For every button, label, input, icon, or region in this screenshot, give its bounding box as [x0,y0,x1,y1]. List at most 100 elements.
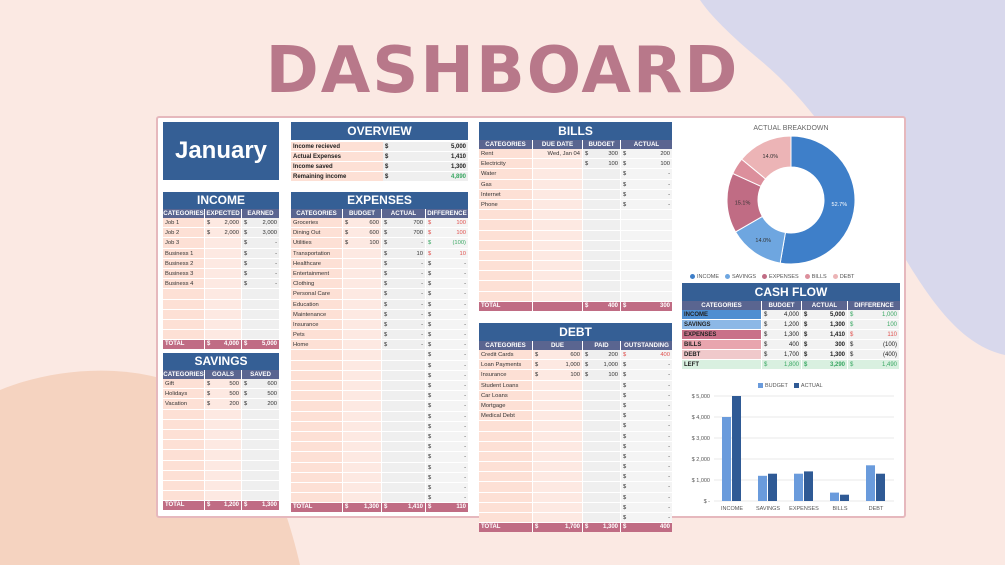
cell-value: - [421,332,423,339]
currency-symbol: $ [345,240,349,247]
table-row-empty: $ - [479,513,672,524]
cell-value: 1,000 [603,362,618,369]
column-header: CATEGORIES [479,140,533,149]
legend-swatch [804,274,810,280]
legend-label: BUDGET [765,383,788,389]
difference-cell: $ - [426,279,468,290]
y-tick-label: $ 4,000 [692,415,710,421]
table-row-empty: $ - [291,411,468,422]
overview-table: OVERVIEW Income recieved $5,000 Actual Exp… [291,122,468,182]
cell [242,450,279,461]
cell [242,470,279,481]
actual-cell: $3,290 [802,360,848,370]
category-cell: Business 4 [163,279,205,290]
cell-value: - [464,301,466,308]
cell [163,309,205,320]
table-row-empty [479,291,672,302]
legend-swatch [725,274,730,280]
cell [479,431,533,442]
actual-cell: $1,300 [802,320,848,330]
paid-cell [583,400,621,412]
category-cell: Job 1 [163,218,205,229]
cell [621,271,672,282]
currency-symbol: $ [428,332,432,339]
cell-value: 400 [659,524,670,531]
expenses-table: EXPENSES CATEGORIES BUDGET ACTUAL DIFFERENC… [291,192,468,513]
cell [382,401,426,412]
cell [533,291,583,302]
x-tick-label: BILLS [833,506,848,512]
budget-cell [343,248,382,259]
cell [343,482,382,494]
table-row-empty: $ - [479,441,672,452]
cell-value: - [668,372,670,379]
total-label: TOTAL [479,301,533,311]
savings-title: SAVINGS [163,353,279,370]
currency-symbol: $ [384,301,388,308]
cell [291,493,343,504]
category-cell: Business 2 [163,258,205,269]
category-cell: Business 1 [163,248,205,259]
cell [242,330,279,341]
difference-cell: $ - [426,452,468,463]
cell [343,401,382,412]
currency-symbol: $ [428,444,432,451]
actual-cell: $100 [621,159,672,170]
total-label: TOTAL [163,340,205,350]
cell-value: 3,000 [262,230,277,237]
bills-title: BILLS [479,122,672,140]
outstanding-cell: $ - [621,462,672,473]
cell [621,240,672,251]
cell [205,470,242,481]
outstanding-cell: $400 [621,350,672,361]
cell-value: - [464,291,466,298]
cashflow-row: EXPENSES $1,300 $1,410 $110 [682,330,900,340]
dashboard-sheet: January INCOME CATEGORIES EXPECTED EARNED … [156,116,906,533]
cell-value: - [275,240,277,247]
cell-value: 400 [788,342,799,348]
currency-symbol: $ [850,322,854,328]
category-cell: BILLS [682,340,762,350]
budget-cell [343,299,382,310]
difference-cell: $ - [426,350,468,361]
column-header: DUE DATE [533,140,583,149]
currency-symbol: $ [385,174,389,180]
paid-cell: $200 [583,350,621,361]
budget-actual-bar-chart: BUDGET ACTUAL $ - $ 1,000 $ 2,000 $ 3,000 $ 4… [682,380,900,516]
category-cell: Dining Out [291,228,343,239]
difference-cell: $ - [426,381,468,392]
cell [163,491,205,502]
pie-slice-income [779,135,856,265]
currency-symbol: $ [244,230,248,237]
table-row: Phone $ - [479,199,672,211]
cell-value: - [464,474,466,481]
cell [583,502,621,513]
expenses-rows: Groceries $600 $700 $100 Dining Out $600 $700 $… [291,218,468,504]
table-row-empty: $ - [291,482,468,494]
cell-value: - [668,191,670,198]
cell [533,261,583,272]
cashflow-column-headers: CATEGORIES BUDGET ACTUAL DIFFERENCE [682,301,900,310]
cell [291,360,343,371]
income-title: INCOME [163,192,279,209]
currency-symbol: $ [623,372,627,379]
actual-cell: $10 [382,248,426,259]
category-cell: LEFT [682,360,762,370]
currency-symbol: $ [623,494,627,501]
budget-cell [583,179,621,190]
legend-item: ACTUAL [793,383,823,389]
cell-value: 1,300 [829,322,845,328]
table-row: Utilities $100 $ - $ (100) [291,238,468,249]
difference-cell: $100 [426,218,468,229]
cell-value: - [464,281,466,288]
currency-symbol: $ [850,352,854,358]
difference-cell: $1,000 [848,310,900,320]
category-cell: SAVINGS [682,320,762,330]
budget-cell [343,330,382,341]
cell [163,450,205,461]
category-cell: Holidays [163,389,205,400]
currency-symbol: $ [207,220,211,226]
cell [583,220,621,231]
currency-symbol: $ [428,504,432,511]
cell [479,281,533,292]
